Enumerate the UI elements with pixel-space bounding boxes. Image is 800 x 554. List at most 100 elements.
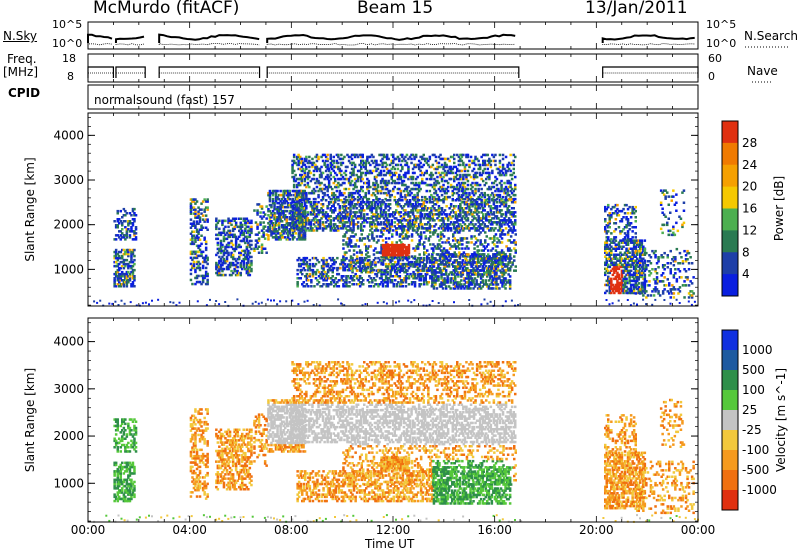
heatmap-cell: [406, 162, 409, 165]
heatmap-cell: [448, 160, 451, 163]
heatmap-cell: [293, 227, 296, 230]
heatmap-cell: [227, 252, 230, 255]
heatmap-cell: [476, 172, 479, 175]
heatmap-cell: [363, 209, 366, 212]
heatmap-cell: [320, 182, 323, 185]
heatmap-cell: [293, 170, 296, 173]
heatmap-cell: [420, 283, 423, 286]
heatmap-cell: [420, 257, 423, 260]
heatmap-cell: [368, 233, 371, 236]
heatmap-cell: [265, 205, 268, 208]
heatmap-cell: [236, 262, 239, 265]
heatmap-cell: [497, 283, 500, 286]
heatmap-cell: [264, 237, 267, 240]
heatmap-cell: [264, 225, 267, 228]
heatmap-cell: [514, 211, 517, 214]
heatmap-cell: [426, 178, 429, 181]
heatmap-cell: [353, 249, 356, 252]
heatmap-cell: [322, 257, 325, 260]
heatmap-cell: [455, 211, 458, 214]
heatmap-cell: [482, 213, 485, 216]
heatmap-cell: [362, 283, 365, 286]
heatmap-cell: [509, 182, 512, 185]
heatmap-cell: [205, 214, 208, 217]
heatmap-cell: [406, 154, 409, 157]
heatmap-cell: [377, 239, 380, 242]
heatmap-cell: [415, 154, 418, 157]
heatmap-cell: [494, 160, 497, 163]
heatmap-cell: [513, 207, 516, 210]
heatmap-cell: [484, 192, 487, 195]
heatmap-cell: [202, 227, 205, 230]
heatmap-cell: [351, 231, 354, 234]
heatmap-cell: [369, 164, 372, 167]
heatmap-cell: [396, 231, 399, 234]
heatmap-cell: [437, 233, 440, 236]
heatmap-cell: [368, 198, 371, 201]
heatmap-cell: [423, 154, 426, 157]
heatmap-cell: [471, 186, 474, 189]
heatmap-cell: [342, 239, 345, 242]
heatmap-cell: [322, 172, 325, 175]
heatmap-cell: [429, 243, 432, 246]
heatmap-cell: [445, 164, 448, 167]
heatmap-cell: [291, 211, 294, 214]
heatmap-cell: [413, 172, 416, 175]
heatmap-cell: [363, 225, 366, 228]
heatmap-cell: [235, 222, 238, 225]
heatmap-cell: [490, 164, 493, 167]
heatmap-cell: [135, 214, 138, 217]
heatmap-cell: [398, 182, 401, 185]
heatmap-cell: [391, 267, 394, 270]
heatmap-cell: [368, 180, 371, 183]
heatmap-cell: [392, 154, 395, 157]
heatmap-cell: [453, 158, 456, 161]
heatmap-cell: [224, 226, 227, 229]
heatmap-cell: [350, 255, 353, 257]
heatmap-cell: [423, 164, 426, 167]
heatmap-cell: [450, 178, 453, 181]
heatmap-cell: [503, 182, 506, 185]
heatmap-cell: [469, 287, 472, 290]
heatmap-cell: [322, 209, 325, 212]
heatmap-cell: [514, 156, 517, 159]
heatmap-cell: [323, 192, 326, 195]
heatmap-cell: [240, 246, 243, 249]
heatmap-cell: [408, 283, 411, 286]
heatmap-cell: [350, 261, 353, 264]
heatmap-cell: [355, 211, 358, 214]
heatmap-cell: [380, 170, 383, 173]
heatmap-cell: [411, 233, 414, 236]
heatmap-cell: [190, 273, 193, 276]
heatmap-cell: [505, 156, 508, 159]
heatmap-cell: [513, 160, 516, 163]
heatmap-cell: [334, 178, 337, 181]
heatmap-cell: [394, 168, 397, 171]
heatmap-cell: [460, 279, 463, 282]
heatmap-cell: [199, 267, 202, 270]
heatmap-cell: [452, 215, 455, 218]
heatmap-cell: [314, 198, 317, 201]
heatmap-cell: [415, 263, 418, 266]
heatmap-cell: [373, 269, 376, 272]
heatmap-cell: [113, 220, 116, 223]
heatmap-cell: [462, 259, 465, 262]
heatmap-cell: [432, 174, 435, 177]
heatmap-cell: [504, 277, 507, 280]
heatmap-cell: [330, 154, 333, 157]
heatmap-cell: [250, 248, 253, 251]
heatmap-cell: [459, 164, 462, 167]
heatmap-cell: [352, 219, 355, 222]
heatmap-cell: [428, 281, 431, 284]
heatmap-cell: [373, 253, 376, 256]
heatmap-cell: [366, 213, 369, 216]
heatmap-cell: [402, 231, 405, 234]
heatmap-cell: [499, 154, 502, 157]
heatmap-cell: [494, 154, 497, 157]
heatmap-cell: [241, 224, 244, 227]
heatmap-cell: [296, 273, 299, 276]
heatmap-cell: [307, 211, 310, 214]
heatmap-cell: [382, 239, 385, 242]
heatmap-cell: [206, 198, 209, 201]
heatmap-cell: [322, 203, 325, 206]
